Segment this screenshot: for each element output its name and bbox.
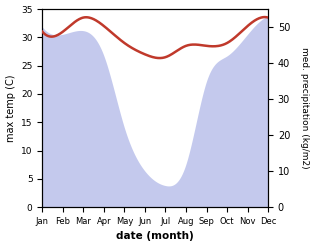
Y-axis label: med. precipitation (kg/m2): med. precipitation (kg/m2) [300, 47, 309, 169]
Y-axis label: max temp (C): max temp (C) [5, 74, 16, 142]
X-axis label: date (month): date (month) [116, 231, 194, 242]
